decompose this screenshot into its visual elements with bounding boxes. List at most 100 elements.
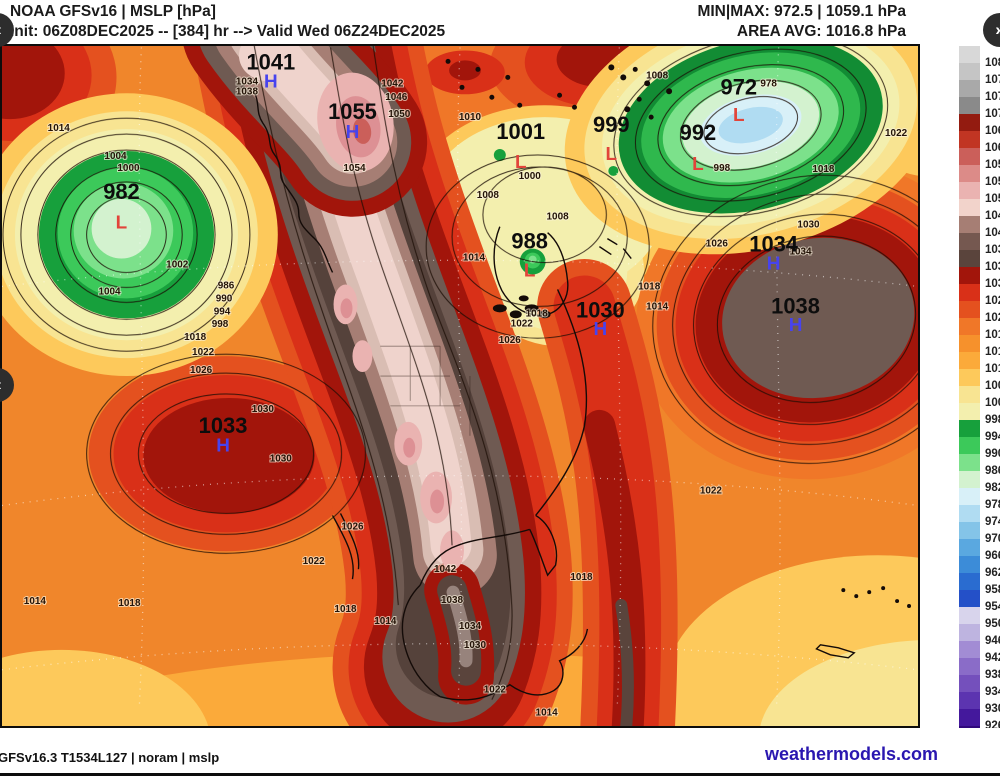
contour-label: 978 — [760, 78, 777, 89]
colorbar-tick-label: 1014 — [985, 346, 1000, 358]
contour-label: 1038 — [236, 86, 259, 97]
colorbar-tick-label: 1066 — [985, 125, 1000, 137]
contour-label: 1022 — [885, 128, 908, 139]
contour-label: 994 — [214, 306, 231, 317]
colorbar-tick-label: 1042 — [985, 227, 1000, 239]
pressure-center-value: 1034 — [749, 232, 799, 257]
colorbar-tick-label: 942 — [985, 652, 1000, 664]
colorbar-segment — [959, 590, 980, 607]
contour-label: 1022 — [484, 685, 507, 696]
colorbar-tick-label: 1046 — [985, 210, 1000, 222]
map-fill-bands — [2, 46, 918, 726]
contour-label: 1026 — [190, 365, 213, 376]
colorbar-segment — [959, 488, 980, 505]
low-center-marker: L — [733, 105, 745, 126]
colorbar-segment — [959, 658, 980, 675]
colorbar-tick-label: 946 — [985, 635, 1000, 647]
low-center-marker: L — [606, 144, 618, 165]
colorbar-tick-label: 970 — [985, 533, 1000, 545]
colorbar-tick-label: 1078 — [985, 74, 1000, 86]
colorbar-tick-label: 958 — [985, 584, 1000, 596]
contour-label: 1022 — [511, 318, 534, 329]
coastlines — [252, 88, 856, 701]
colorbar-segment — [959, 131, 980, 148]
colorbar-segment — [959, 607, 980, 624]
colorbar-tick-label: 954 — [985, 601, 1000, 613]
contour-label: 1018 — [638, 281, 661, 292]
pressure-center-value: 999 — [593, 112, 630, 137]
contour-label: 1018 — [526, 308, 549, 319]
colorbar-tick-label: 978 — [985, 499, 1000, 511]
contour-label: 1018 — [812, 164, 835, 175]
contour-label: 1050 — [388, 109, 411, 120]
contour-label: 998 — [212, 319, 229, 330]
contour-label: 1014 — [536, 708, 559, 719]
colorbar-tick-label: 1082 — [985, 57, 1000, 69]
weather-map-frame: 1034 1038 1042 1046 1050 1054 1014 1004 1000 1002… — [0, 44, 920, 728]
high-center-marker: H — [594, 319, 608, 340]
colorbar-segment — [959, 233, 980, 250]
contour-label: 1022 — [700, 486, 723, 497]
colorbar-tick-label: 1074 — [985, 91, 1000, 103]
contour-label: 1018 — [118, 598, 141, 609]
contour-label: 990 — [216, 293, 233, 304]
init-valid-line: Init: 06Z08DEC2025 -- [384] hr --> Valid… — [10, 23, 446, 40]
model-info: GFSv16.3 T1534L127 | noram | mslp — [0, 750, 220, 765]
colorbar-segment — [959, 182, 980, 199]
brand-link[interactable]: weathermodels.com — [764, 744, 938, 764]
pressure-center-value: 1055 — [328, 99, 377, 124]
colorbar-tick-label: 1054 — [985, 176, 1000, 188]
contour-label: 1004 — [98, 286, 121, 297]
pressure-center-value: 1041 — [246, 49, 295, 74]
contour-label: 1014 — [48, 123, 71, 134]
colorbar-segment — [959, 301, 980, 318]
colorbar-tick-label: 966 — [985, 550, 1000, 562]
colorbar-tick-label: 1062 — [985, 142, 1000, 154]
colorbar-segment — [959, 624, 980, 641]
high-center-marker: H — [789, 315, 803, 336]
minmax-stat: MIN|MAX: 972.5 | 1059.1 hPa — [697, 3, 906, 20]
prev-frame-button[interactable]: « — [0, 13, 14, 47]
contour-label: 1030 — [797, 220, 820, 231]
contour-label: 1000 — [519, 171, 542, 182]
next-frame-button[interactable]: » — [983, 13, 1000, 47]
contour-label: 1030 — [252, 404, 275, 415]
colorbar-tick-label: 950 — [985, 618, 1000, 630]
colorbar-tick-label: 938 — [985, 669, 1000, 681]
colorbar-segment — [959, 250, 980, 267]
colorbar-segment — [959, 199, 980, 216]
bottom-divider — [0, 773, 1000, 776]
colorbar-tick-label: 982 — [985, 482, 1000, 494]
contour-label: 1046 — [385, 92, 408, 103]
contour-label: 1022 — [303, 556, 326, 567]
colorbar-tick-label: 962 — [985, 567, 1000, 579]
colorbar-tick-label: 1006 — [985, 380, 1000, 392]
colorbar-segment — [959, 420, 980, 437]
colorbar-tick-label: 1018 — [985, 329, 1000, 341]
colorbar-segment — [959, 318, 980, 335]
pressure-center-value: 988 — [511, 229, 548, 254]
contour-label: 1042 — [434, 564, 457, 575]
contour-label: 1054 — [343, 163, 366, 174]
prev-frame-button-side[interactable]: « — [0, 368, 14, 402]
colorbar-tick-label: 1026 — [985, 295, 1000, 307]
state-borders — [380, 345, 471, 436]
high-center-marker: H — [346, 122, 360, 143]
contour-label: 986 — [218, 280, 235, 291]
colorbar-tick-label: 974 — [985, 516, 1000, 528]
contour-label: 1018 — [184, 332, 207, 343]
contour-labels: 1034103810421046105010541014100410001002… — [23, 69, 909, 719]
contour-label: 1042 — [381, 78, 404, 89]
colorbar-segment — [959, 97, 980, 114]
contour-label: 1038 — [441, 595, 464, 606]
colorbar-segment — [959, 148, 980, 165]
colorbar-segment — [959, 165, 980, 182]
low-center-marker: L — [692, 154, 704, 175]
colorbar-tick-label: 934 — [985, 686, 1000, 698]
contour-label: 1018 — [570, 572, 593, 583]
colorbar-tick-label: 1070 — [985, 108, 1000, 120]
colorbar-tick-label: 1030 — [985, 278, 1000, 290]
chevron-left-icon: « — [0, 20, 2, 40]
contour-label: 1018 — [334, 604, 357, 615]
